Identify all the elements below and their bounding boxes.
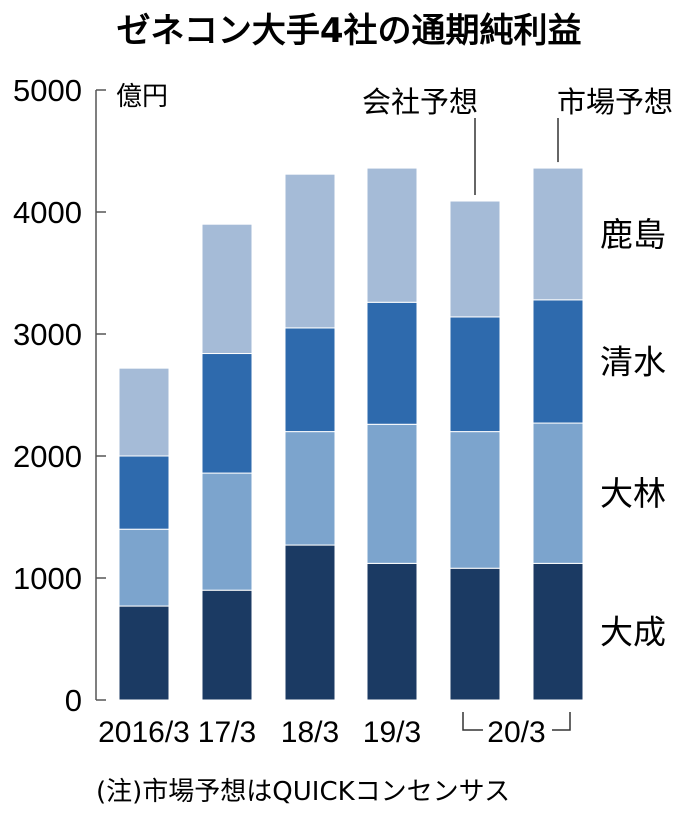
x-bracket-right <box>552 712 571 731</box>
x-tick-label: 17/3 <box>198 716 256 749</box>
legend-label: 清水 <box>600 342 666 381</box>
y-axis: 0 1000 2000 3000 4000 5000 億円 <box>13 73 168 718</box>
x-tick-label: 18/3 <box>281 716 339 749</box>
annotation-market-forecast: 市場予想 <box>557 85 673 119</box>
y-tick-label: 0 <box>65 683 82 718</box>
bar-segment <box>201 472 253 591</box>
legend-label: 大成 <box>600 613 666 652</box>
y-unit-label: 億円 <box>116 82 168 112</box>
bar-segment <box>284 431 336 546</box>
chart-note: (注)市場予想はQUICKコンセンサス <box>96 777 510 807</box>
y-tick-label: 2000 <box>13 439 82 474</box>
bar-segment <box>449 431 501 569</box>
legend-label: 鹿島 <box>600 215 666 254</box>
chart-title: ゼネコン大手4社の通期純利益 <box>117 11 582 51</box>
bars <box>118 167 584 701</box>
bar-segment <box>284 173 336 329</box>
bar-segment <box>118 605 170 701</box>
bar-segment <box>118 455 170 530</box>
y-tick-label: 4000 <box>13 195 82 230</box>
bar-segment <box>366 423 418 564</box>
bar-segment <box>284 544 336 701</box>
bar-segment <box>449 567 501 701</box>
bar-segment <box>284 327 336 433</box>
annotation-company-forecast: 会社予想 <box>362 85 478 119</box>
bar-segment <box>449 316 501 433</box>
bar-segment <box>118 367 170 457</box>
legend-label: 大林 <box>600 474 666 513</box>
x-tick-label: 2016/3 <box>98 716 190 749</box>
bar-segment <box>449 200 501 318</box>
y-tick-label: 5000 <box>13 73 82 108</box>
x-tick-label: 20/3 <box>487 716 545 749</box>
x-tick-label: 19/3 <box>363 716 421 749</box>
bar-segment <box>201 589 253 701</box>
bar-segment <box>201 353 253 474</box>
bar-segment <box>366 562 418 701</box>
bar-segment <box>532 299 584 424</box>
y-tick-label: 1000 <box>13 561 82 596</box>
bar-segment <box>118 528 170 607</box>
bar-segment <box>366 167 418 303</box>
x-bracket-left <box>462 712 483 731</box>
bar-segment <box>532 167 584 301</box>
bar-segment <box>532 562 584 701</box>
bar-segment <box>532 422 584 564</box>
y-tick-label: 3000 <box>13 317 82 352</box>
bar-segment <box>201 223 253 355</box>
bar-segment <box>366 301 418 425</box>
